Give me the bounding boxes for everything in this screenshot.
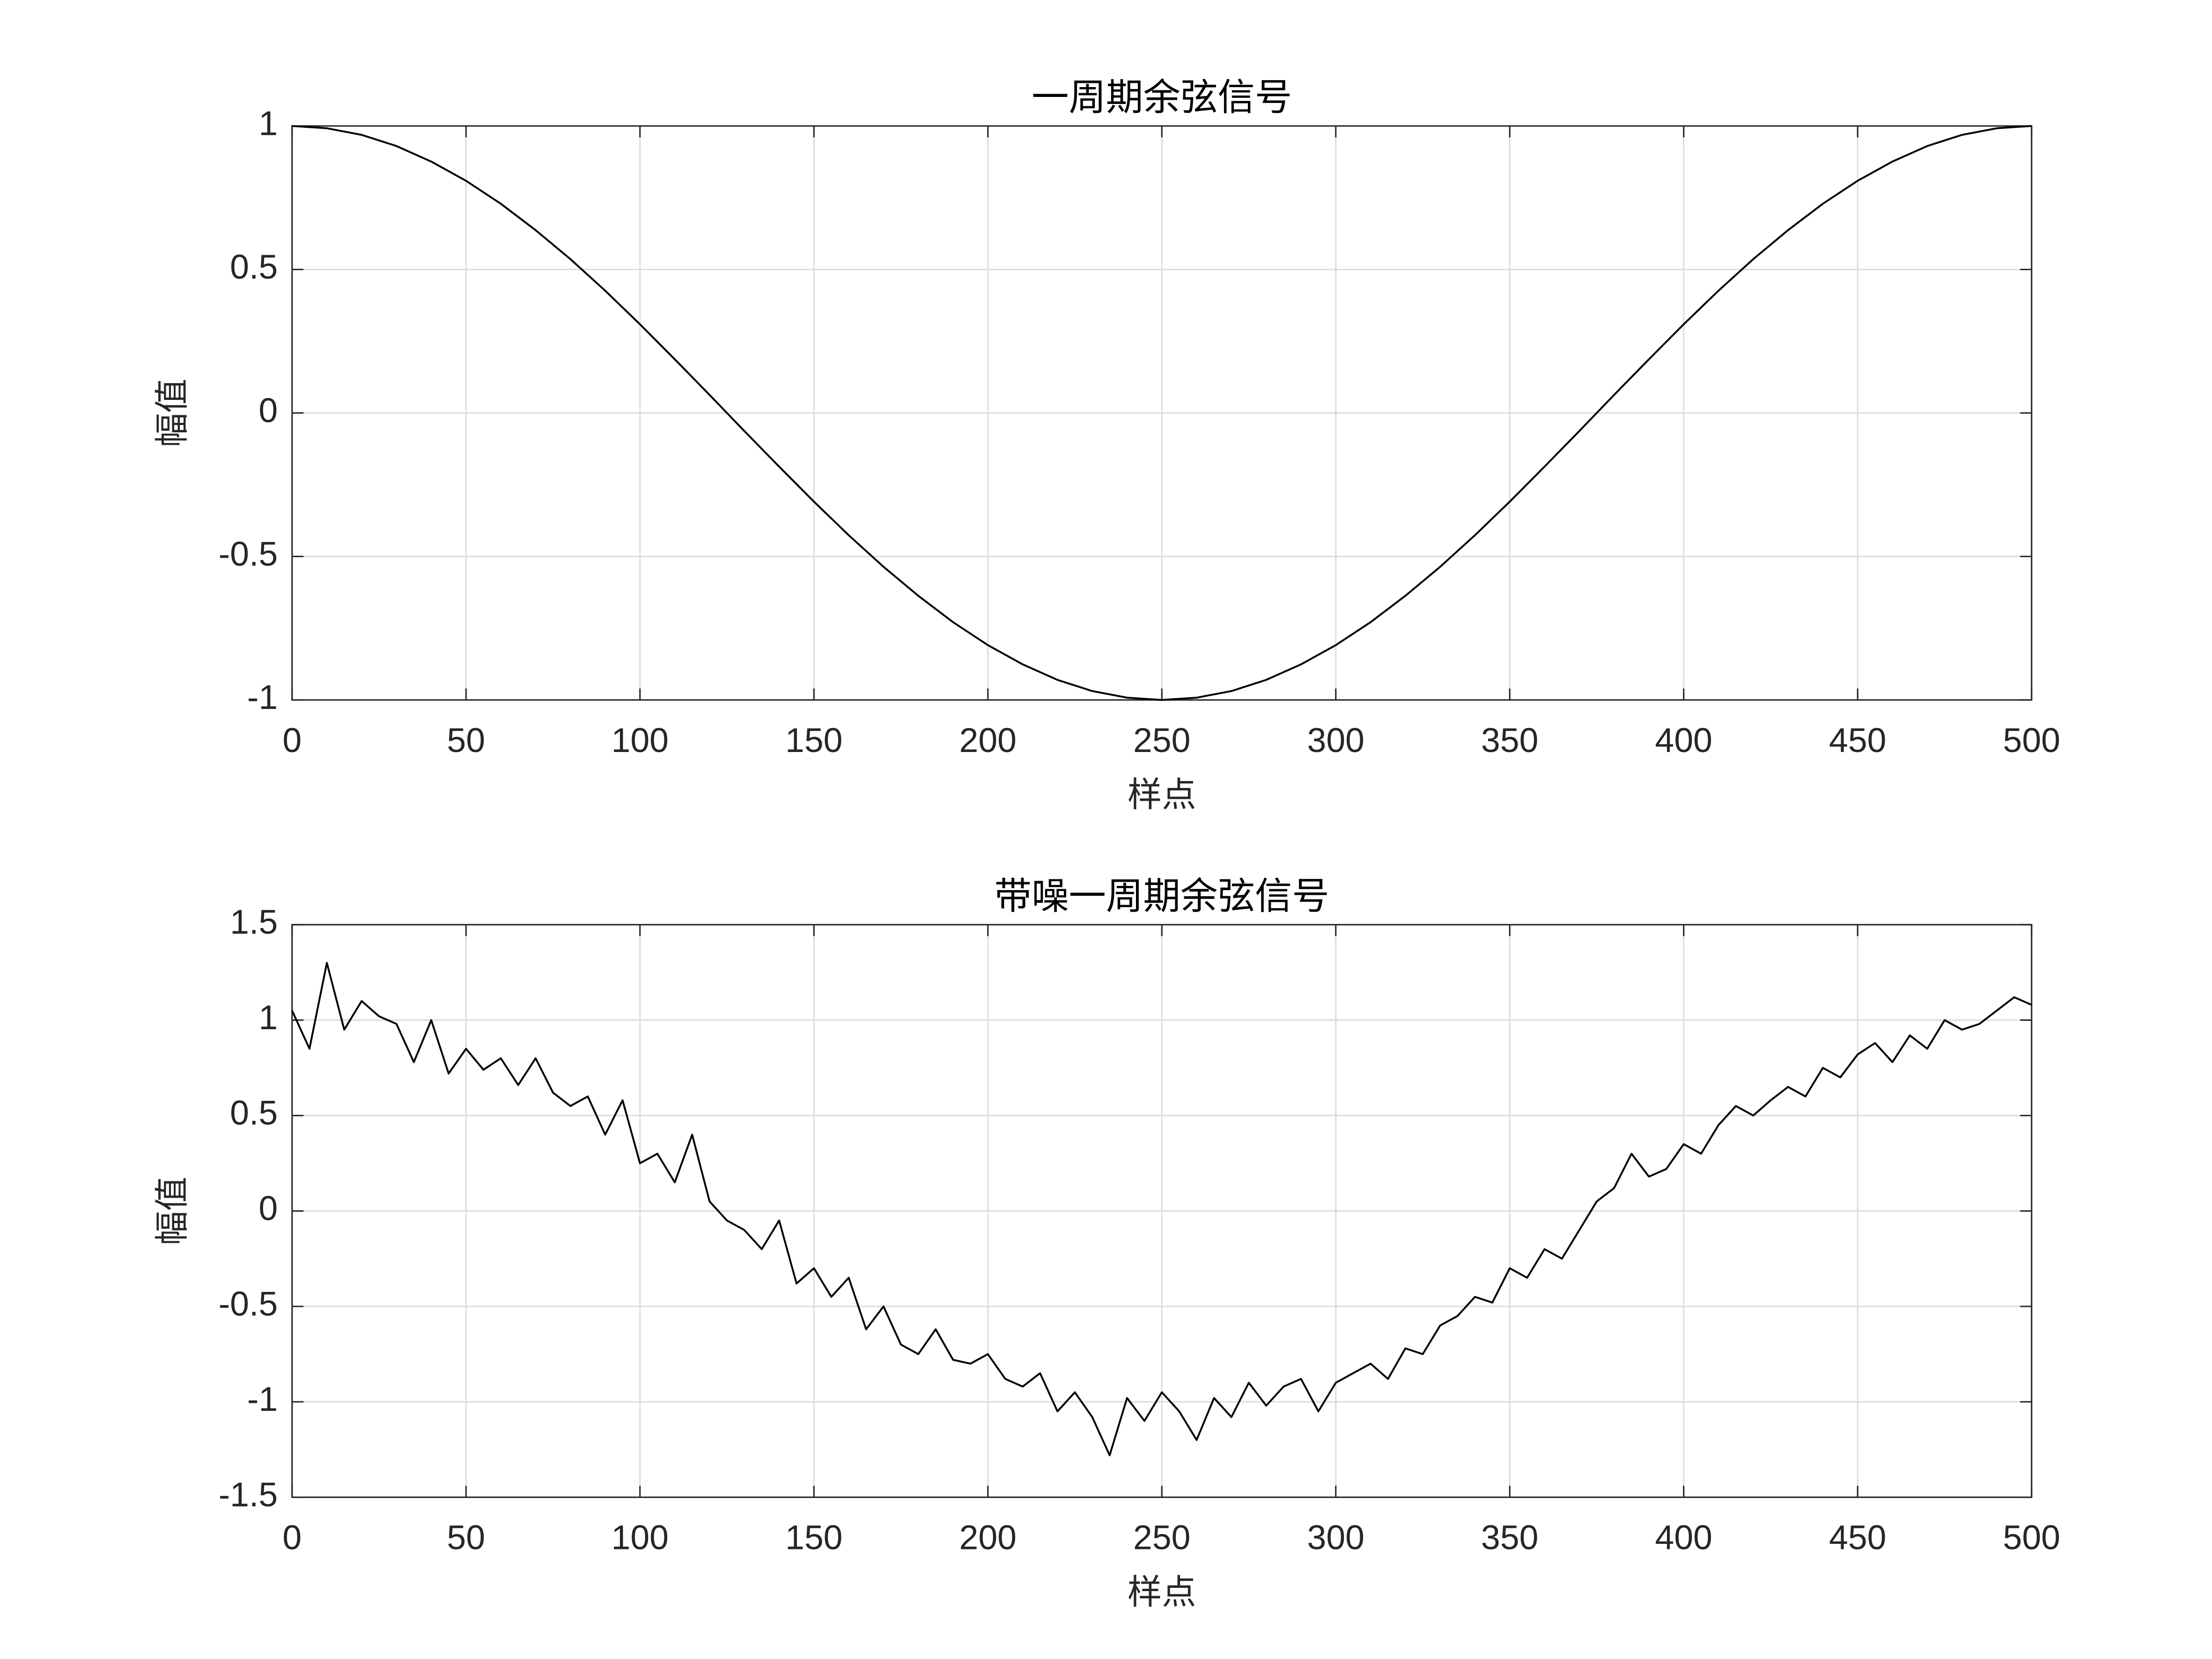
y-tick-label: -1 [247,678,278,716]
chart-title: 一周期余弦信号 [1032,76,1292,118]
x-tick-label: 350 [1481,721,1538,759]
x-tick-label: 150 [785,721,842,759]
y-tick-label: 1 [258,104,278,142]
x-tick-label: 0 [282,1519,302,1557]
y-tick-label: 0.5 [230,1094,278,1132]
x-tick-label: 300 [1307,721,1364,759]
x-axis-label: 样点 [1128,1573,1196,1611]
x-tick-label: 450 [1829,721,1886,759]
x-tick-label: 50 [447,1519,485,1557]
x-tick-label: 250 [1133,721,1190,759]
x-tick-label: 500 [2003,721,2060,759]
y-tick-label: 0 [258,1189,278,1228]
x-tick-label: 150 [785,1519,842,1557]
y-tick-label: 1 [258,998,278,1037]
x-tick-label: 500 [2003,1519,2060,1557]
x-tick-label: 450 [1829,1519,1886,1557]
y-axis-label: 幅值 [153,1177,191,1246]
axes-box [291,924,2033,1498]
y-tick-label: 0.5 [230,248,278,286]
chart-title: 带噪一周期余弦信号 [995,875,1329,917]
y-tick-label: -1.5 [219,1475,278,1514]
x-tick-label: 300 [1307,1519,1364,1557]
data-line [292,125,2032,701]
x-tick-label: 100 [612,721,669,759]
x-axis-label: 样点 [1128,775,1196,814]
x-tick-label: 100 [612,1519,669,1557]
x-tick-label: 200 [959,1519,1017,1557]
y-tick-label: -0.5 [219,1284,278,1323]
data-line [291,962,2032,1456]
x-tick-label: 250 [1133,1519,1190,1557]
y-tick-label: -0.5 [219,535,278,573]
x-tick-label: 50 [447,721,485,759]
x-tick-label: 400 [1655,1519,1712,1557]
y-tick-label: -1 [247,1380,278,1418]
x-tick-label: 350 [1481,1519,1538,1557]
x-tick-label: 400 [1655,721,1712,759]
y-axis-label: 幅值 [153,379,191,448]
x-tick-label: 200 [959,721,1017,759]
y-tick-label: 1.5 [230,903,278,941]
y-tick-label: 0 [258,391,278,429]
x-tick-label: 0 [282,721,302,759]
